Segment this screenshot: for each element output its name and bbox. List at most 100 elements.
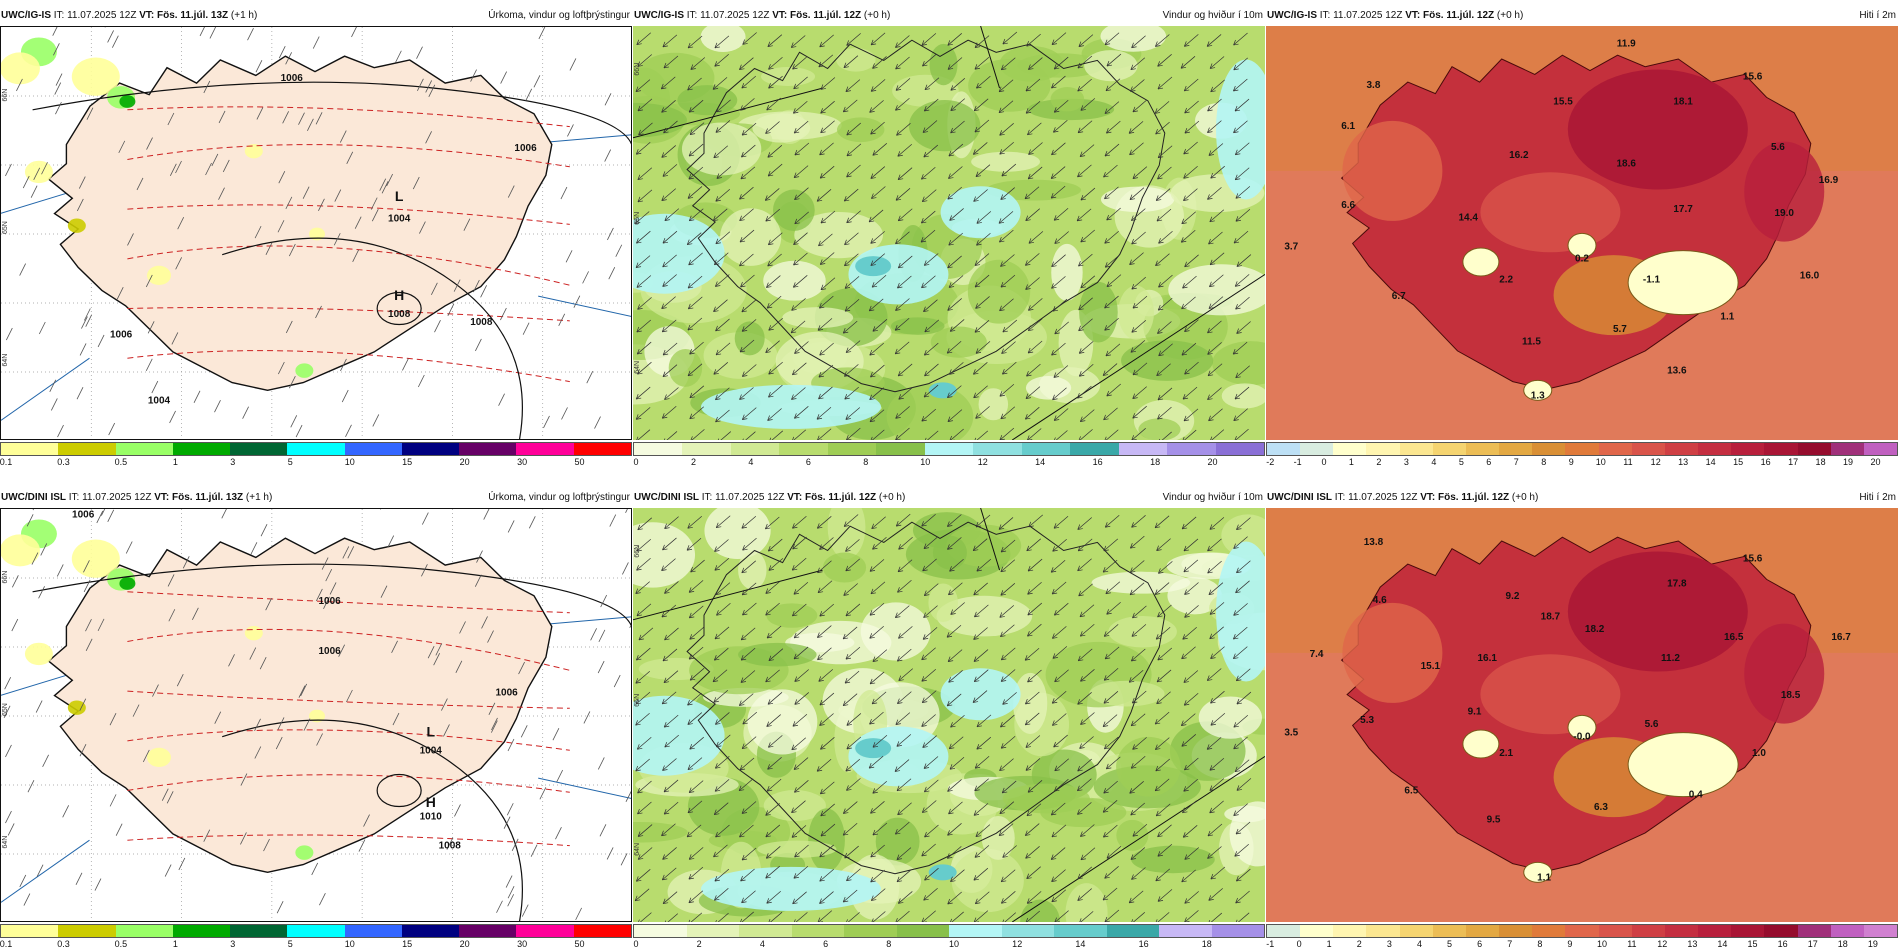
- wind-arrow: [1079, 623, 1095, 637]
- wind-arrow: [715, 387, 730, 401]
- wind-arrow: [819, 34, 834, 48]
- colorbar-swatch: [1300, 443, 1334, 455]
- wind-arrow: [715, 120, 731, 133]
- wind-arrow: [690, 559, 705, 573]
- colorbar-swatch: [115, 443, 173, 455]
- wind-arrow: [820, 210, 836, 224]
- wind-arrow: [1103, 691, 1119, 704]
- colorbar-tick-label: 3: [1386, 939, 1392, 949]
- isobar-value: 1008: [470, 317, 493, 328]
- wind-arrow: [1102, 800, 1118, 813]
- wind-arrow: [688, 646, 704, 660]
- latitude-label: 64N: [634, 843, 641, 856]
- colorbar-swatch: [1731, 443, 1765, 455]
- isobar-value: 1010: [420, 812, 443, 823]
- wind-arrow: [946, 340, 962, 354]
- low-pressure-label: L: [395, 188, 404, 204]
- colorbar-swatch: [1211, 925, 1264, 937]
- wind-arrow: [635, 712, 650, 726]
- wind-arrow: [816, 758, 832, 772]
- colorbar-tick-label: 1: [1326, 939, 1332, 949]
- wind-arrow: [661, 405, 677, 419]
- wind-barb: [33, 167, 41, 180]
- wind-arrow: [897, 891, 913, 904]
- temperature-value: 9.5: [1487, 814, 1501, 825]
- colorbar-swatch: [1863, 443, 1897, 455]
- wind-arrow: [1078, 297, 1093, 311]
- wind-speed-area: [981, 816, 1015, 860]
- wind-speed-area: [633, 821, 688, 843]
- wind-arrow: [898, 386, 913, 400]
- wind-arrow: [1184, 757, 1199, 771]
- wind-arrow: [895, 910, 910, 922]
- colorbar-swatch: [1764, 443, 1798, 455]
- wind-arrow: [634, 888, 650, 902]
- wind-arrow: [972, 690, 988, 703]
- wind-speed-area: [772, 189, 815, 231]
- wind-arrow: [793, 76, 808, 90]
- init-time: IT: 11.07.2025 12Z: [1319, 10, 1403, 21]
- wind-barb: [277, 717, 285, 730]
- wind-arrow: [1051, 75, 1066, 89]
- wind-arrow: [634, 211, 650, 224]
- colorbar-tick-label: 6: [823, 939, 829, 949]
- wind-barb: [476, 550, 483, 563]
- wind-arrow: [715, 231, 731, 245]
- wind-arrow: [1001, 163, 1017, 177]
- wind-barb: [503, 816, 511, 829]
- wind-arrow: [638, 627, 654, 641]
- wind-arrow: [661, 691, 677, 705]
- wind-arrow: [1025, 386, 1041, 399]
- wind-arrow: [1208, 296, 1224, 309]
- colorbar-swatch: [287, 443, 345, 455]
- wind-barb: [303, 718, 311, 731]
- wind-arrow: [1027, 340, 1043, 354]
- wind-speed-area: [1131, 845, 1215, 874]
- wind-arrow: [1132, 823, 1148, 837]
- wind-arrow: [661, 319, 677, 333]
- wind-barb: [323, 596, 330, 610]
- wind-barb: [240, 832, 247, 845]
- wind-arrow: [1182, 275, 1197, 289]
- wind-arrow: [1158, 230, 1173, 244]
- wind-arrow: [713, 802, 729, 816]
- wind-arrow: [1000, 57, 1016, 71]
- isotherm-line: [127, 774, 570, 793]
- wind-arrow: [950, 120, 965, 134]
- wind-arrow: [817, 580, 833, 594]
- wind-arrow: [1051, 581, 1067, 595]
- wind-arrow: [741, 582, 757, 596]
- colorbar-swatch: [287, 925, 345, 937]
- forecast-panel-wind: UWC/DINI ISL IT: 11.07.2025 12Z VT: Fös.…: [633, 490, 1265, 950]
- wind-arrow: [791, 800, 806, 814]
- colorbar-tick-label: 30: [517, 457, 528, 467]
- wind-arrow: [1183, 34, 1199, 47]
- wind-barb: [567, 124, 574, 137]
- wind-arrow: [1000, 539, 1016, 553]
- wind-barb: [319, 892, 326, 906]
- wind-arrow: [662, 891, 678, 905]
- wind-arrow: [1104, 646, 1120, 660]
- wind-arrow: [896, 847, 912, 860]
- colorbar-tick-label: 1: [172, 457, 178, 467]
- wind-barb: [597, 757, 605, 770]
- wind-arrow: [950, 714, 965, 728]
- glacier-cold-area: [1627, 732, 1739, 798]
- wind-barb: [530, 844, 538, 857]
- wind-arrow: [972, 538, 988, 552]
- wind-arrow: [1183, 166, 1198, 179]
- wind-barb: [76, 387, 84, 400]
- wind-arrow: [894, 341, 910, 355]
- wind-arrow: [1104, 515, 1120, 528]
- wind-arrow: [794, 211, 809, 225]
- wind-arrow: [1026, 866, 1041, 880]
- colorbar-swatch: [827, 443, 877, 455]
- wind-arrow: [1025, 758, 1041, 771]
- wind-arrow: [976, 714, 992, 728]
- wind-speed-area: [677, 85, 738, 116]
- wind-arrow: [1129, 560, 1145, 573]
- temperature-value: 14.4: [1459, 212, 1479, 223]
- wind-barb: [41, 162, 48, 175]
- wind-arrow: [715, 582, 731, 595]
- wind-arrow: [1077, 802, 1092, 815]
